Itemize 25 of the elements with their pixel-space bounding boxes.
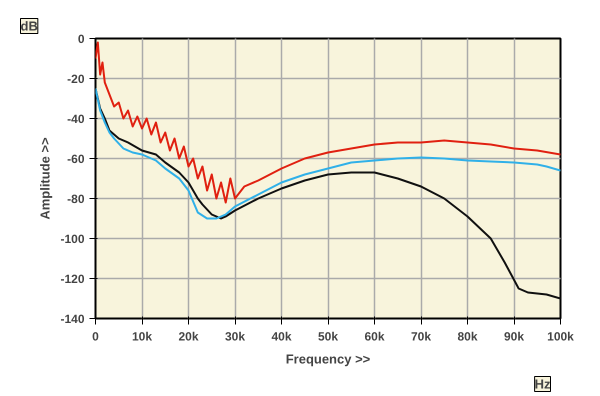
y-tick-label: -120 xyxy=(60,272,85,286)
x-tick-label: 0 xyxy=(92,330,100,344)
x-tick-label: 80k xyxy=(457,330,478,344)
y-tick-label: 0 xyxy=(78,32,85,46)
x-tick-label: 50k xyxy=(318,330,338,344)
x-tick-label: 10k xyxy=(132,330,152,344)
y-tick-label: -80 xyxy=(67,192,85,206)
line-series xyxy=(96,42,560,204)
text: dB xyxy=(20,18,38,34)
y-axis-title: Amplitude >> xyxy=(37,136,52,220)
x-tick-label: 30k xyxy=(224,330,246,344)
y-tick-label: -20 xyxy=(67,72,85,86)
y-tick-label: -140 xyxy=(60,312,85,326)
x-tick-label: 100k xyxy=(547,330,574,344)
x-tick-label: 90k xyxy=(504,330,524,344)
x-tick-label: 70k xyxy=(410,330,432,344)
y-tick-label: -40 xyxy=(67,112,85,126)
x-tick-label: 60k xyxy=(364,330,385,344)
x-tick-label: 40k xyxy=(271,330,292,344)
x-tick-label: 20k xyxy=(178,330,199,344)
y-tick-label: -100 xyxy=(60,232,85,246)
y-tick-label: -60 xyxy=(67,152,85,166)
line-series xyxy=(96,88,560,220)
text: Hz xyxy=(534,376,551,392)
x-axis-title: Frequency >> xyxy=(286,352,371,366)
